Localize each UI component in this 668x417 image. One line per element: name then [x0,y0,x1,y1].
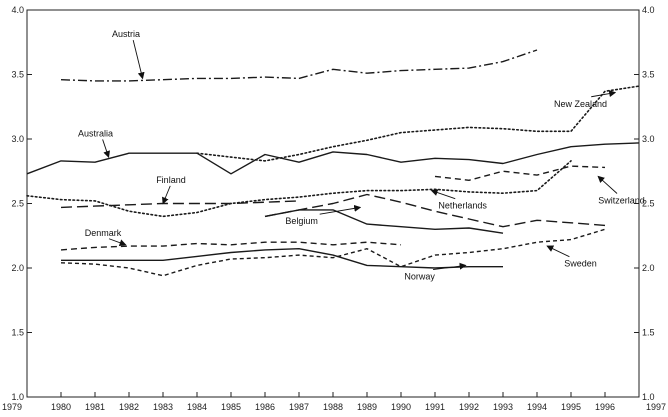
x-axis: 1979 1980 1981 1982 1983 1984 1985 1986 1987 1988… [2,392,666,412]
label-arrow [591,90,617,98]
series-line-netherlands [26,160,572,218]
series-label: Norway [404,272,435,282]
label-arrow [430,189,456,200]
x-tick-label: 1993 [493,402,513,412]
series-label: Australia [78,128,113,138]
series-line-switzerland [434,165,606,182]
y-tick-label-right: 3.0 [642,134,655,144]
x-tick-label: 1995 [561,402,581,412]
x-tick-label: 1996 [595,402,615,412]
y-tick-label-right: 1.5 [642,328,655,338]
y-tick-label-right: 2.0 [642,263,655,273]
y-tick-label-left: 3.0 [11,134,24,144]
series-label: Sweden [564,259,597,269]
y-axis-left: 1.0 1.5 2.0 2.5 3.0 3.5 4.0 [11,5,32,402]
series-line-finland [60,200,300,209]
x-tick-label: 1982 [119,402,139,412]
x-tick-label: 1992 [459,402,479,412]
series-label: New Zealand [554,99,607,109]
series-line-norway [61,247,503,269]
x-tick-label: 1991 [425,402,445,412]
x-tick-label: 1985 [221,402,241,412]
series-label: Switzerland [598,196,645,206]
series-label: Netherlands [438,201,487,211]
x-tick-label: 1997 [646,402,666,412]
series-line-denmark [60,241,402,251]
label-arrow [162,185,171,205]
x-tick-label: 1986 [255,402,275,412]
series-label: Belgium [285,216,318,226]
series-line-belgium [264,209,504,234]
label-arrow [597,175,618,194]
label-arrow [432,262,467,271]
series-line-australia [26,142,640,175]
x-tick-label: 1989 [357,402,377,412]
x-tick-label: 1984 [187,402,207,412]
x-tick-label: 1979 [2,402,22,412]
label-arrow [102,139,110,159]
y-tick-label-left: 4.0 [11,5,24,15]
x-tick-label: 1983 [153,402,173,412]
series-label: Austria [112,29,140,39]
y-tick-label-right: 2.5 [642,199,655,209]
y-tick-label-left: 1.5 [11,328,24,338]
x-tick-label: 1988 [323,402,343,412]
y-tick-label-right: 3.5 [642,70,655,80]
series-line-sweden [60,228,606,277]
label-arrow [108,238,127,247]
series-line-austria [60,49,538,82]
y-tick-label-left: 2.0 [11,263,24,273]
series-line-belgium [264,193,606,228]
annotation-layer: Austria New Zealand Australia Finland Nether… [78,29,645,282]
series-layer [26,49,640,277]
label-arrow [132,39,145,80]
y-tick-label-left: 1.0 [11,392,24,402]
series-label: Finland [156,175,186,185]
y-tick-label-right: 1.0 [642,392,655,402]
label-arrow [546,245,570,258]
x-tick-label: 1990 [391,402,411,412]
y-tick-label-left: 3.5 [11,70,24,80]
x-tick-label: 1980 [51,402,71,412]
x-tick-label: 1994 [527,402,547,412]
y-tick-label-right: 4.0 [642,5,655,15]
x-tick-label: 1987 [289,402,309,412]
y-axis-right: 1.0 1.5 2.0 2.5 3.0 3.5 4.0 [634,5,655,402]
x-tick-label: 1981 [85,402,105,412]
y-tick-label-left: 2.5 [11,199,24,209]
label-arrow [319,204,362,215]
series-label: Denmark [85,228,122,238]
series-line-new-zealand [196,85,640,162]
